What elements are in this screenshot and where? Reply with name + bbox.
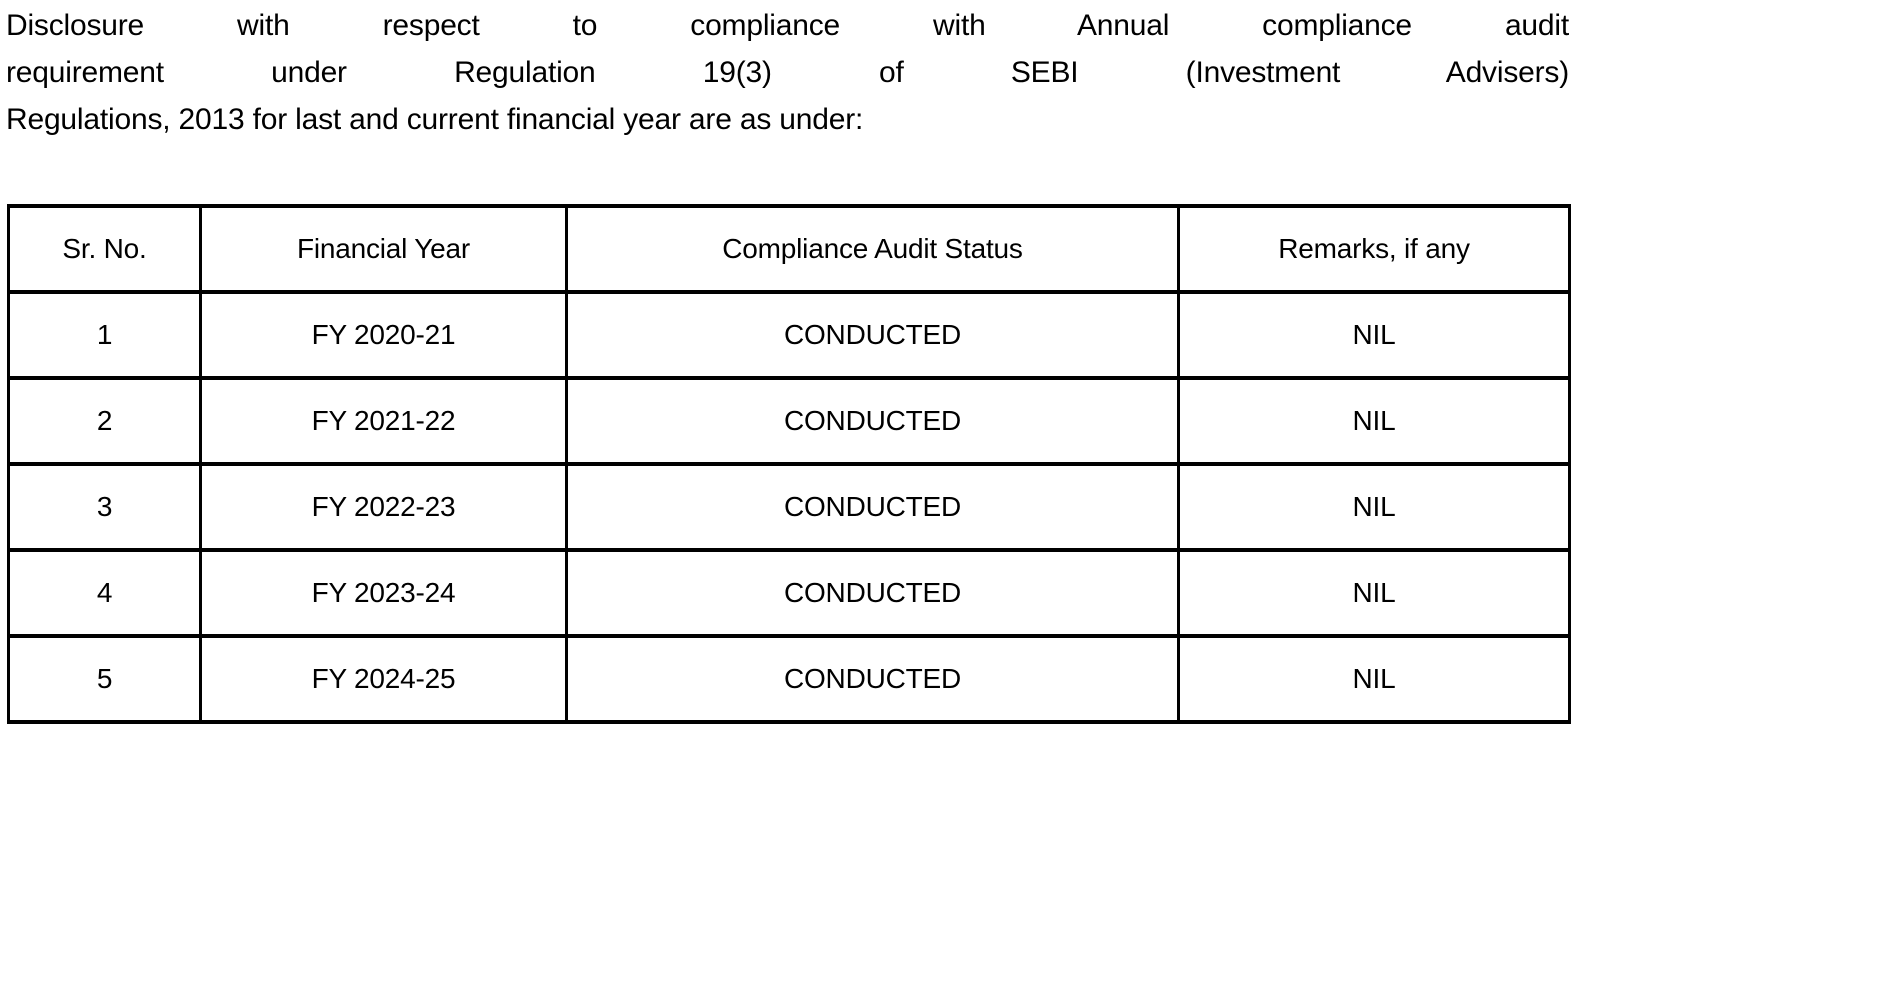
cell-audit-status: CONDUCTED (565, 376, 1180, 466)
cell-audit-status: CONDUCTED (565, 462, 1180, 552)
disclosure-heading-line-2: requirement under Regulation 19(3) of SE… (6, 56, 1569, 89)
table-header-row: Sr. No. Financial Year Compliance Audit … (7, 204, 1571, 294)
cell-financial-year: FY 2022-23 (199, 462, 568, 552)
table-row: 4 FY 2023-24 CONDUCTED NIL (7, 548, 1571, 638)
disclosure-heading-line-1: Disclosure with respect to compliance wi… (6, 9, 1569, 42)
cell-remarks: NIL (1177, 634, 1571, 724)
compliance-audit-table: Sr. No. Financial Year Compliance Audit … (7, 204, 1571, 724)
cell-audit-status: CONDUCTED (565, 290, 1180, 380)
table-row: 2 FY 2021-22 CONDUCTED NIL (7, 376, 1571, 466)
table-row: 5 FY 2024-25 CONDUCTED NIL (7, 634, 1571, 724)
table-row: 3 FY 2022-23 CONDUCTED NIL (7, 462, 1571, 552)
cell-remarks: NIL (1177, 548, 1571, 638)
header-cell-financial-year: Financial Year (199, 204, 568, 294)
cell-remarks: NIL (1177, 376, 1571, 466)
table-row: 1 FY 2020-21 CONDUCTED NIL (7, 290, 1571, 380)
cell-serial-number: 4 (7, 548, 202, 638)
cell-audit-status: CONDUCTED (565, 548, 1180, 638)
cell-serial-number: 2 (7, 376, 202, 466)
cell-remarks: NIL (1177, 290, 1571, 380)
cell-serial-number: 3 (7, 462, 202, 552)
disclosure-heading-line-3: Regulations, 2013 for last and current f… (6, 103, 864, 136)
cell-audit-status: CONDUCTED (565, 634, 1180, 724)
disclosure-heading: Disclosure with respect to compliance wi… (6, 2, 1569, 143)
cell-serial-number: 5 (7, 634, 202, 724)
cell-remarks: NIL (1177, 462, 1571, 552)
header-cell-serial-number: Sr. No. (7, 204, 202, 294)
header-cell-remarks: Remarks, if any (1177, 204, 1571, 294)
cell-financial-year: FY 2021-22 (199, 376, 568, 466)
header-cell-audit-status: Compliance Audit Status (565, 204, 1180, 294)
cell-financial-year: FY 2024-25 (199, 634, 568, 724)
cell-financial-year: FY 2020-21 (199, 290, 568, 380)
cell-serial-number: 1 (7, 290, 202, 380)
cell-financial-year: FY 2023-24 (199, 548, 568, 638)
